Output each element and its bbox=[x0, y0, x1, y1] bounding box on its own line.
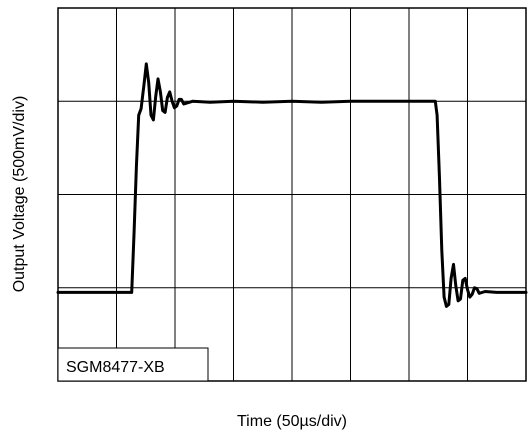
x-axis-label: Time (50µs/div) bbox=[237, 413, 347, 430]
device-badge-box bbox=[57, 347, 209, 382]
output-voltage-trace bbox=[56, 62, 528, 308]
device-badge: SGM8477-XB bbox=[57, 347, 209, 382]
device-badge-label: SGM8477-XB bbox=[66, 359, 165, 376]
y-axis-label: Output Voltage (500mV/div) bbox=[11, 96, 28, 293]
plot-frame bbox=[57, 7, 527, 382]
